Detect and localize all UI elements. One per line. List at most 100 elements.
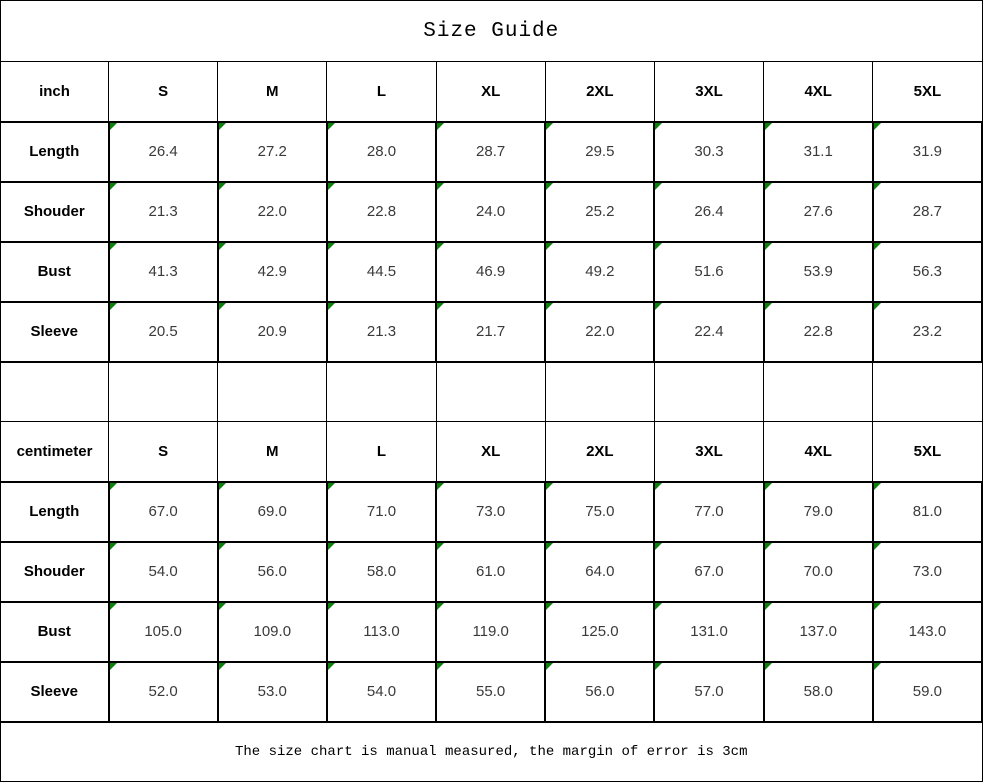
size-value-cell: 75.0 — [544, 480, 656, 543]
excel-indicator-icon — [765, 543, 772, 550]
size-header-cell: L — [326, 421, 437, 482]
size-value-cell: 21.3 — [107, 180, 219, 243]
measurement-label-cell: Length — [0, 480, 109, 543]
excel-indicator-icon — [219, 603, 226, 610]
empty-cell — [0, 361, 109, 422]
size-header-cell: 3XL — [653, 61, 765, 122]
measurement-label-cell: Bust — [0, 600, 109, 663]
size-value-cell: 69.0 — [216, 480, 328, 543]
empty-cell — [326, 361, 437, 422]
excel-indicator-icon — [438, 303, 445, 310]
excel-indicator-icon — [328, 483, 335, 490]
size-value-cell: 22.4 — [653, 300, 765, 363]
size-value-cell: 73.0 — [435, 480, 547, 543]
unit-header-inch: inch — [0, 61, 109, 122]
excel-indicator-icon — [438, 183, 445, 190]
excel-indicator-icon — [765, 243, 772, 250]
size-value-cell: 105.0 — [107, 600, 219, 663]
excel-indicator-icon — [765, 603, 772, 610]
size-header-cell: 2XL — [544, 61, 655, 122]
excel-indicator-icon — [438, 243, 445, 250]
measurement-label-cell: Length — [0, 120, 109, 183]
measurement-label-cell: Shouder — [0, 540, 109, 603]
excel-indicator-icon — [328, 243, 335, 250]
size-value-cell: 31.9 — [871, 120, 983, 183]
measurement-label-cell: Sleeve — [0, 660, 109, 723]
size-value-cell: 28.7 — [435, 120, 547, 183]
size-value-cell: 28.0 — [325, 120, 438, 183]
excel-indicator-icon — [219, 483, 226, 490]
excel-indicator-icon — [656, 183, 663, 190]
size-header-cell: 5XL — [872, 421, 983, 482]
empty-cell — [217, 361, 328, 422]
excel-indicator-icon — [874, 123, 881, 130]
excel-indicator-icon — [547, 543, 554, 550]
excel-indicator-icon — [765, 303, 772, 310]
size-header-cell: XL — [435, 61, 546, 122]
size-value-cell: 42.9 — [216, 240, 328, 303]
size-value-cell: 26.4 — [653, 180, 765, 243]
size-value-cell: 109.0 — [216, 600, 328, 663]
excel-indicator-icon — [547, 183, 554, 190]
size-value-cell: 28.7 — [871, 180, 983, 243]
excel-indicator-icon — [110, 183, 117, 190]
size-value-cell: 51.6 — [653, 240, 765, 303]
excel-indicator-icon — [219, 543, 226, 550]
excel-indicator-icon — [328, 663, 335, 670]
table-row: Shouder 21.3 22.0 22.8 24.0 25.2 26.4 27… — [0, 180, 983, 243]
excel-indicator-icon — [656, 603, 663, 610]
page-title: Size Guide — [0, 0, 983, 62]
size-header-cell: 5XL — [872, 61, 983, 122]
size-value-cell: 57.0 — [653, 660, 765, 723]
size-header-cell: S — [107, 61, 219, 122]
size-value-cell: 59.0 — [871, 660, 983, 723]
table-row: Bust 41.3 42.9 44.5 46.9 49.2 51.6 53.9 … — [0, 240, 983, 303]
excel-indicator-icon — [874, 543, 881, 550]
measurement-label-cell: Sleeve — [0, 300, 109, 363]
size-value-cell: 67.0 — [107, 480, 219, 543]
excel-indicator-icon — [656, 123, 663, 130]
excel-indicator-icon — [765, 663, 772, 670]
size-value-cell: 53.0 — [216, 660, 328, 723]
table-row — [0, 361, 983, 422]
size-value-cell: 31.1 — [762, 120, 874, 183]
excel-indicator-icon — [219, 183, 226, 190]
size-value-cell: 79.0 — [762, 480, 874, 543]
size-value-cell: 23.2 — [871, 300, 983, 363]
excel-indicator-icon — [547, 123, 554, 130]
excel-indicator-icon — [438, 603, 445, 610]
excel-indicator-icon — [656, 663, 663, 670]
size-value-cell: 20.5 — [107, 300, 219, 363]
excel-indicator-icon — [765, 123, 772, 130]
excel-indicator-icon — [110, 543, 117, 550]
size-value-cell: 113.0 — [325, 600, 438, 663]
measurement-label-cell: Bust — [0, 240, 109, 303]
size-value-cell: 22.8 — [325, 180, 438, 243]
empty-cell — [872, 361, 983, 422]
excel-indicator-icon — [110, 483, 117, 490]
excel-indicator-icon — [110, 663, 117, 670]
table-row: Length 26.4 27.2 28.0 28.7 29.5 30.3 31.… — [0, 120, 983, 183]
excel-indicator-icon — [874, 243, 881, 250]
size-value-cell: 81.0 — [871, 480, 983, 543]
excel-indicator-icon — [547, 243, 554, 250]
table-row: Shouder 54.0 56.0 58.0 61.0 64.0 67.0 70… — [0, 540, 983, 603]
excel-indicator-icon — [438, 543, 445, 550]
size-value-cell: 54.0 — [325, 660, 438, 723]
excel-indicator-icon — [874, 663, 881, 670]
size-value-cell: 24.0 — [435, 180, 547, 243]
size-value-cell: 67.0 — [653, 540, 765, 603]
size-value-cell: 53.9 — [762, 240, 874, 303]
size-value-cell: 22.0 — [544, 300, 656, 363]
table-row: Length 67.0 69.0 71.0 73.0 75.0 77.0 79.… — [0, 480, 983, 543]
size-value-cell: 71.0 — [325, 480, 438, 543]
size-value-cell: 25.2 — [544, 180, 656, 243]
excel-indicator-icon — [874, 483, 881, 490]
empty-cell — [435, 361, 546, 422]
size-value-cell: 56.3 — [871, 240, 983, 303]
size-value-cell: 58.0 — [325, 540, 438, 603]
empty-cell — [107, 361, 219, 422]
footer-note: The size chart is manual measured, the m… — [0, 721, 983, 782]
excel-indicator-icon — [328, 303, 335, 310]
